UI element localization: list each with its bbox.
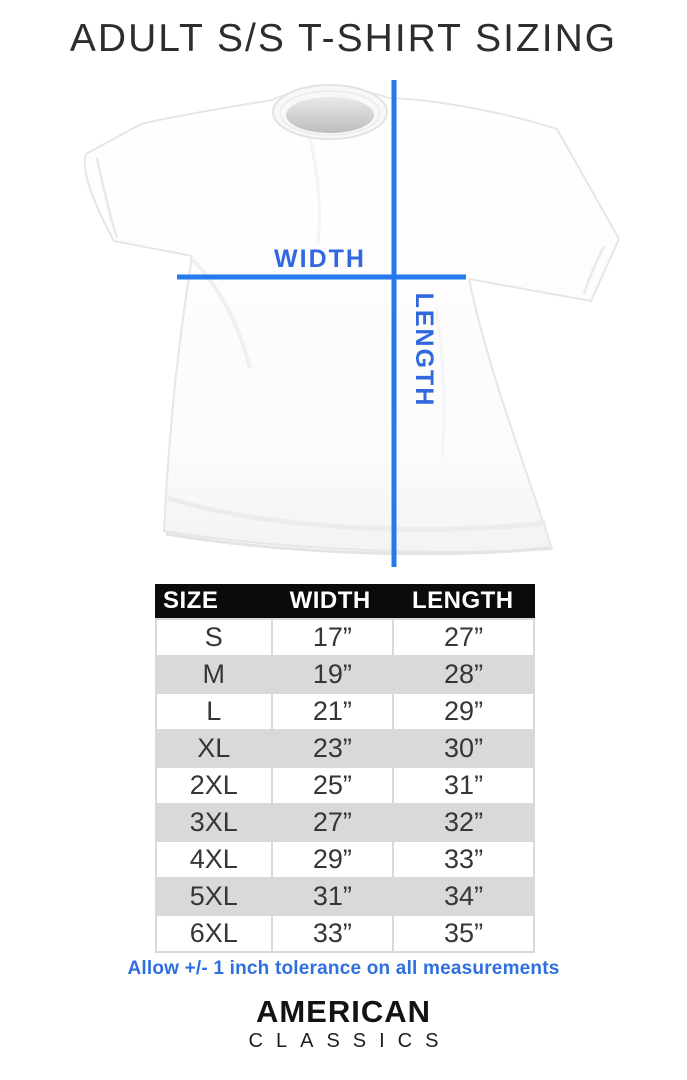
tolerance-note: Allow +/- 1 inch tolerance on all measur…: [127, 958, 560, 979]
table-row: 2XL 25” 31”: [157, 768, 533, 803]
cell-size: M: [202, 659, 226, 689]
cell-width: 27”: [312, 807, 352, 837]
column-header-length: LENGTH: [411, 587, 514, 614]
brand-name-classics: CLASSICS: [248, 1029, 452, 1052]
cell-size: 2XL: [157, 768, 271, 803]
cell-size: 4XL: [157, 842, 271, 877]
size-chart-header-row: SIZE WIDTH LENGTH: [155, 584, 535, 618]
table-row: M 19” 28”: [157, 657, 533, 692]
cell-length: 31”: [394, 768, 533, 803]
table-row: 5XL 31” 34”: [157, 879, 533, 914]
tshirt-wrinkles: [95, 137, 606, 556]
cell-size: 5XL: [189, 881, 238, 911]
tshirt-diagram: WIDTH LENGTH: [0, 78, 687, 578]
cell-length: 34”: [444, 881, 484, 911]
cell-width: 19”: [312, 659, 352, 689]
cell-size: 3XL: [189, 807, 238, 837]
table-row: 6XL 33” 35”: [157, 916, 533, 951]
table-row: S 17” 27”: [157, 620, 533, 655]
cell-length: 30”: [444, 733, 484, 763]
cell-width: 31”: [312, 881, 352, 911]
cell-length: 35”: [394, 916, 533, 951]
tshirt-body: [83, 88, 620, 553]
cell-size: 6XL: [157, 916, 271, 951]
table-row: 4XL 29” 33”: [157, 842, 533, 877]
cell-length: 33”: [394, 842, 533, 877]
cell-width: 33”: [272, 916, 393, 951]
cell-size: XL: [197, 733, 231, 763]
size-chart-body: S 17” 27” M 19” 28” L 21” 29” XL 23” 30”…: [155, 620, 535, 951]
column-header-size: SIZE: [163, 587, 219, 614]
tshirt-graphic: WIDTH LENGTH: [83, 80, 620, 567]
page-title: ADULT S/S T-SHIRT SIZING: [69, 17, 618, 60]
brand-name-american: AMERICAN: [255, 994, 432, 1029]
cell-width: 29”: [272, 842, 393, 877]
cell-length: 32”: [444, 807, 484, 837]
table-row: L 21” 29”: [157, 694, 533, 729]
brand-logo: AMERICAN CLASSICS: [0, 994, 687, 1052]
cell-width: 25”: [272, 768, 393, 803]
column-header-width: WIDTH: [289, 587, 371, 614]
cell-size: S: [157, 620, 271, 655]
table-row: 3XL 27” 32”: [157, 805, 533, 840]
tshirt-collar: [272, 84, 388, 140]
width-label: WIDTH: [274, 245, 366, 273]
cell-length: 28”: [444, 659, 484, 689]
cell-length: 27”: [394, 620, 533, 655]
cell-size: L: [157, 694, 271, 729]
cell-width: 17”: [272, 620, 393, 655]
size-chart-table: SIZE WIDTH LENGTH S 17” 27” M 19” 28” L …: [155, 584, 535, 953]
cell-width: 21”: [272, 694, 393, 729]
cell-width: 23”: [312, 733, 352, 763]
cell-length: 29”: [394, 694, 533, 729]
table-row: XL 23” 30”: [157, 731, 533, 766]
length-label: LENGTH: [410, 293, 438, 408]
